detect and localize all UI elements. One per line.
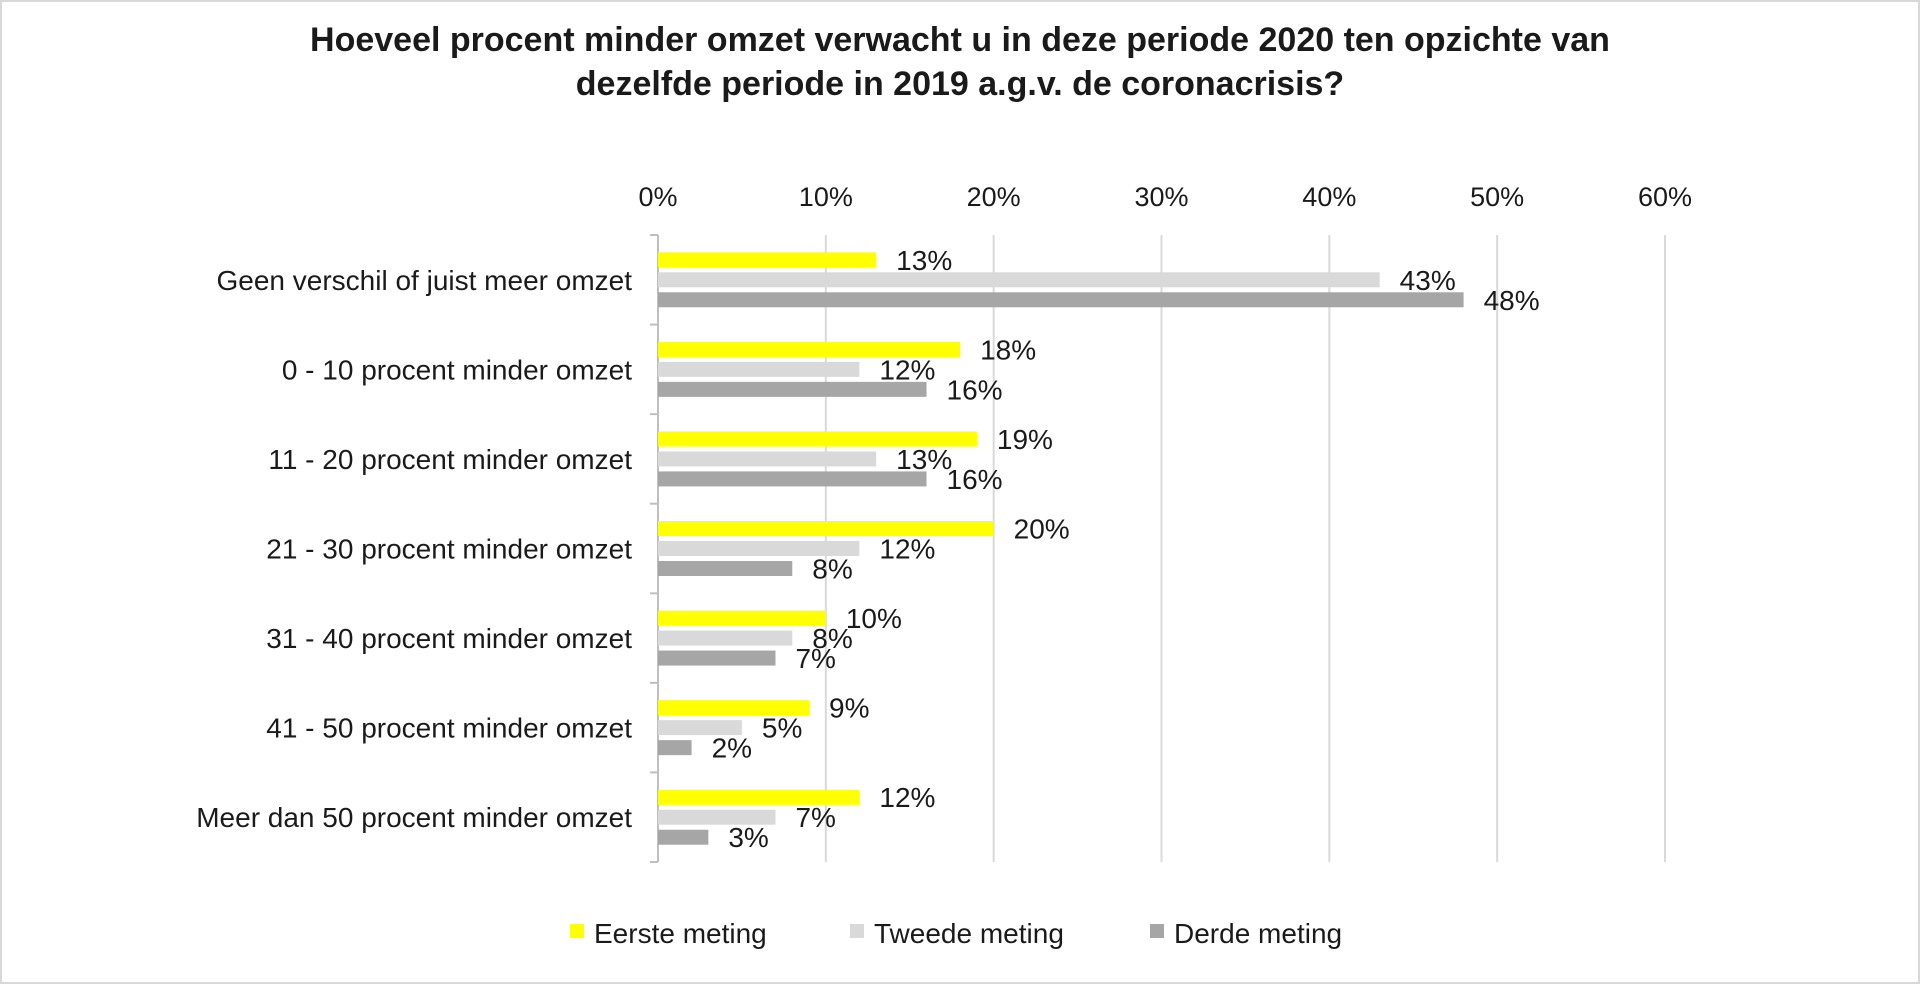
bar [658, 809, 776, 825]
category-label: 0 - 10 procent minder omzet [282, 354, 632, 385]
bar [658, 431, 977, 447]
x-tick-label: 0% [638, 182, 677, 212]
data-label: 3% [728, 822, 768, 853]
data-label: 19% [997, 424, 1053, 455]
category-label: Geen verschil of juist meer omzet [217, 265, 633, 296]
data-label: 9% [829, 693, 869, 724]
data-label: 12% [879, 782, 935, 813]
chart-title-line-2: dezelfde periode in 2019 a.g.v. de coron… [575, 65, 1345, 103]
legend-swatch [1150, 924, 1164, 938]
category-label: Meer dan 50 procent minder omzet [196, 802, 632, 833]
category-label: 31 - 40 procent minder omzet [266, 623, 632, 654]
bar [658, 650, 776, 666]
x-tick-label: 10% [799, 182, 853, 212]
data-label: 16% [947, 374, 1003, 405]
bar [658, 292, 1464, 308]
bar [658, 561, 793, 576]
category-label: 11 - 20 procent minder omzet [268, 444, 632, 475]
bar [658, 829, 709, 845]
x-tick-label: 30% [1134, 182, 1188, 212]
bar [658, 381, 927, 397]
legend-label: Derde meting [1174, 918, 1342, 949]
bar [658, 610, 826, 626]
bar [658, 361, 860, 377]
bar [658, 471, 927, 487]
bar [658, 700, 810, 716]
legend-label: Tweede meting [874, 918, 1064, 949]
legend-swatch [850, 924, 864, 938]
bar [658, 272, 1380, 288]
bar [658, 252, 877, 268]
data-label: 7% [795, 802, 835, 833]
bar [658, 789, 860, 805]
data-label: 12% [879, 354, 935, 385]
bar [658, 720, 742, 736]
legend-swatch [570, 924, 584, 938]
bar [658, 451, 877, 467]
data-label: 18% [980, 334, 1036, 365]
chart-title-line-1: Hoeveel procent minder omzet verwacht u … [310, 21, 1610, 59]
data-label: 8% [812, 554, 852, 585]
data-label: 13% [896, 444, 952, 475]
data-label: 13% [896, 245, 952, 276]
data-label: 5% [762, 713, 802, 744]
bar [658, 630, 793, 646]
data-label: 2% [712, 733, 752, 764]
data-label: 7% [795, 643, 835, 674]
x-tick-label: 60% [1638, 182, 1692, 212]
data-label: 43% [1400, 265, 1456, 296]
data-label: 12% [879, 534, 935, 565]
bar [658, 341, 961, 357]
data-label: 48% [1484, 285, 1540, 316]
x-tick-label: 20% [967, 182, 1021, 212]
data-label: 16% [947, 464, 1003, 495]
bar [658, 541, 860, 556]
bar [658, 521, 994, 536]
data-label: 10% [846, 603, 902, 634]
category-label: 41 - 50 procent minder omzet [266, 713, 632, 744]
data-label: 8% [812, 623, 852, 654]
bar [658, 740, 692, 756]
data-label: 20% [1014, 514, 1070, 545]
x-tick-label: 40% [1302, 182, 1356, 212]
x-tick-label: 50% [1470, 182, 1524, 212]
legend-label: Eerste meting [594, 918, 767, 949]
chart-title: Hoeveel procent minder omzet verwacht u … [0, 18, 1920, 106]
category-label: 21 - 30 procent minder omzet [266, 534, 632, 565]
